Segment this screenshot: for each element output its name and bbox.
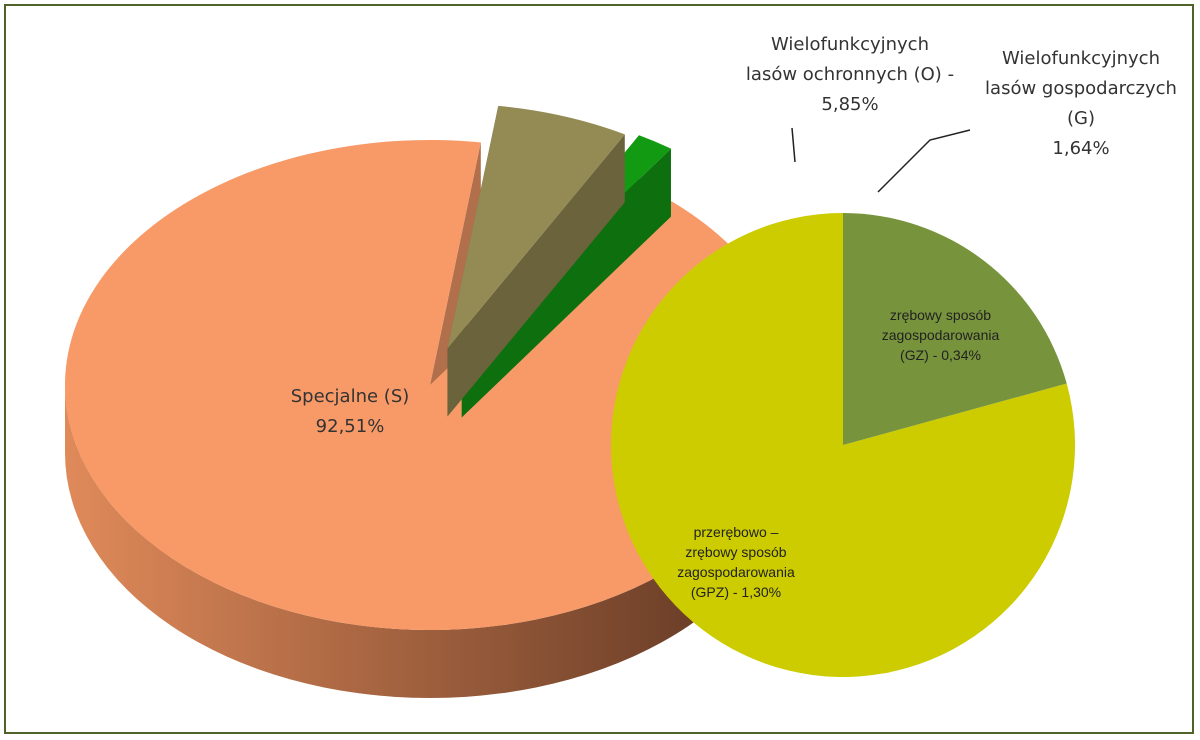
- value-label: - 1,30%: [732, 584, 782, 600]
- slice-side: [65, 385, 795, 698]
- main-pie: [64, 105, 795, 698]
- slice-label: zrębowy sposób zagospodarowania (GZ) - 0…: [868, 305, 1013, 365]
- value-label: 92,51%: [315, 416, 385, 437]
- category-label: zrębowy sposób zagospodarowania (GZ): [881, 307, 1000, 363]
- category-label: Specjalne (S): [290, 386, 410, 407]
- slice-label: przerębowo – zrębowy sposób zagospodarow…: [670, 522, 802, 602]
- leader-line: [877, 129, 971, 193]
- leader-line: [791, 127, 796, 163]
- slice-side: [447, 134, 625, 417]
- slice-label: Wielofunkcyjnych lasów gospodarczych (G)…: [985, 44, 1177, 164]
- value-label: 1,64%: [1052, 138, 1110, 159]
- sub-pie: [611, 213, 1075, 677]
- category-label: przerębowo – zrębowy sposób zagospodarow…: [677, 524, 795, 600]
- category-label: Wielofunkcyjnych lasów gospodarczych (G): [985, 48, 1177, 129]
- slice-label: Wielofunkcyjnych lasów ochronnych (O) - …: [745, 30, 955, 120]
- value-label: - 5,85%: [821, 64, 955, 115]
- slice-side: [461, 148, 671, 418]
- value-label: - 0,34%: [932, 347, 981, 363]
- category-label: Wielofunkcyjnych lasów ochronnych (O): [745, 34, 942, 85]
- pie-slice: [447, 105, 625, 349]
- pie-slice: [843, 213, 1067, 445]
- chart-frame: [4, 4, 1194, 734]
- slice-label: Specjalne (S) 92,51%: [250, 382, 450, 442]
